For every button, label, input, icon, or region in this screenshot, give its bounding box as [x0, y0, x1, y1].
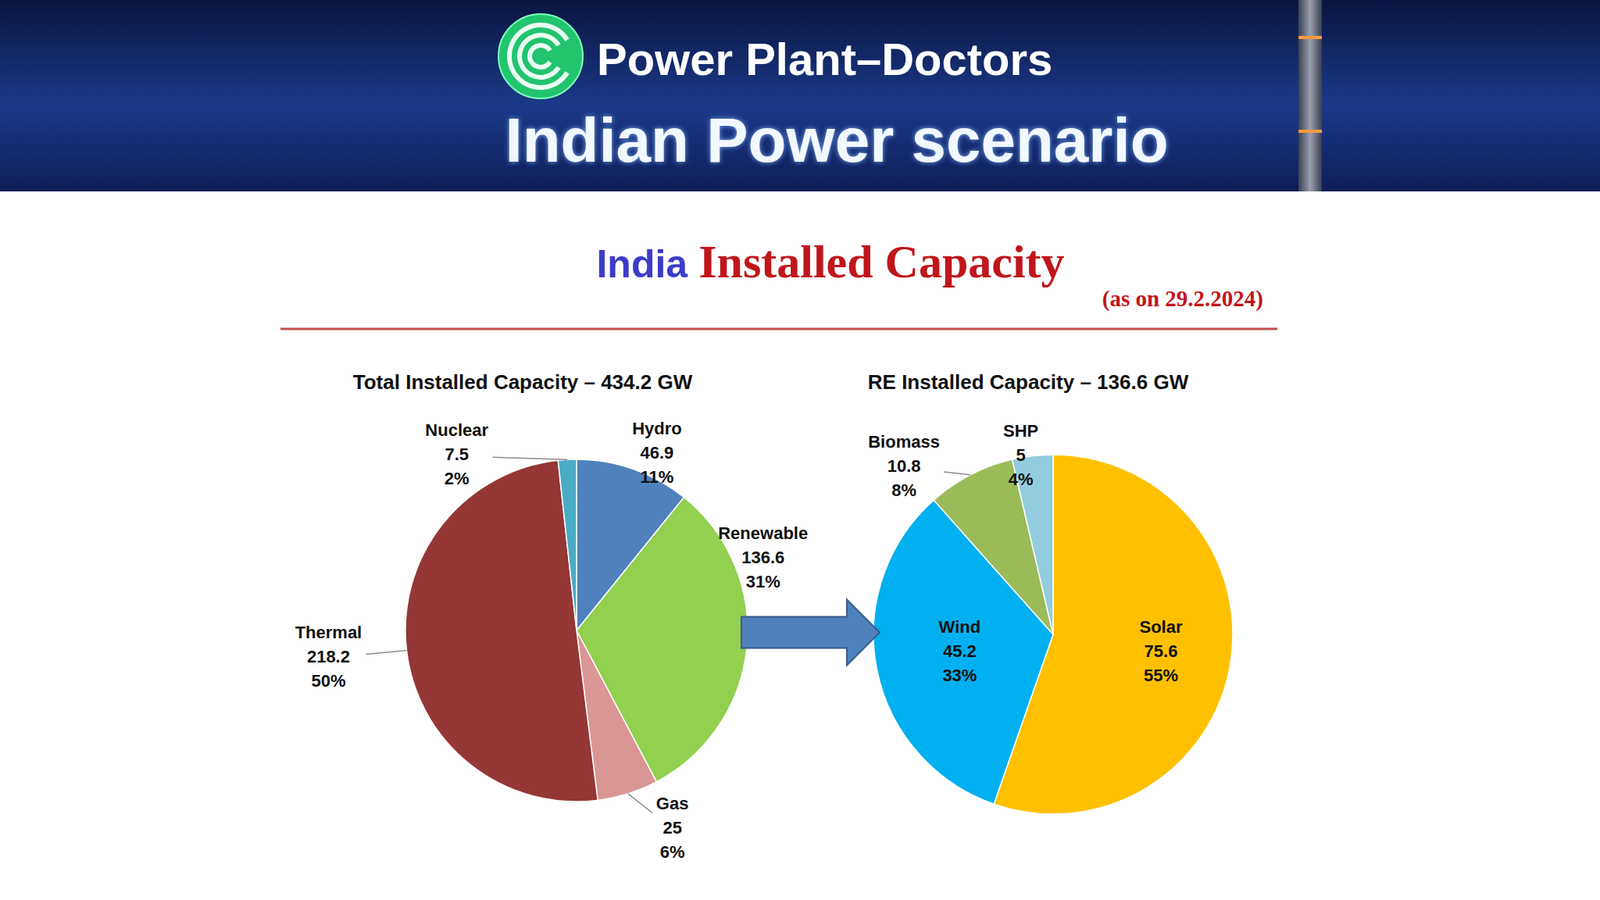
label-text: Gas 25 6%	[656, 793, 690, 862]
heading: IndiaInstalled Capacity	[596, 235, 1065, 288]
label-name: Thermal	[295, 622, 363, 643]
label-value: 46.9	[640, 442, 675, 463]
label-name: Solar	[1139, 617, 1183, 637]
page: Power Plant–Doctors Indian Power scenario…	[0, 0, 1600, 900]
label-value: 136.6	[741, 547, 785, 568]
leader-line	[943, 471, 971, 475]
label-text: Biomass 10.8 8%	[867, 432, 940, 500]
chimney-light	[1298, 129, 1322, 133]
leader-line	[365, 650, 407, 654]
label-percent: 4%	[1008, 469, 1034, 490]
slice-label: Hydro 46.9 11%	[632, 418, 683, 487]
logo-ring	[527, 42, 552, 70]
label-value: 10.8	[887, 456, 922, 476]
label-value: 75.6	[1144, 641, 1179, 661]
label-text: Hydro 46.9 11%	[632, 418, 683, 487]
slice-label: Solar 75.6 55%	[1139, 617, 1183, 686]
label-percent: 33%	[942, 665, 977, 686]
arrow	[741, 600, 880, 666]
label-text: Solar 75.6 55%	[1139, 617, 1183, 686]
pie-chart: Total Installed Capacity – 434.2 GW Hydro…	[295, 370, 809, 862]
label-percent: 2%	[444, 468, 470, 489]
slice-label: Nuclear 7.5 2%	[425, 420, 568, 489]
label-name: Nuclear	[425, 420, 489, 440]
brand: Power Plant–Doctors	[596, 33, 1053, 85]
label-percent: 8%	[891, 480, 917, 500]
label-text: SHP 5 4%	[1003, 421, 1039, 490]
slice-label: Thermal 218.2 50%	[295, 622, 408, 691]
label-percent: 31%	[746, 571, 781, 592]
slice	[557, 459, 577, 631]
slice-label: SHP 5 4%	[1003, 421, 1039, 490]
label-name: Hydro	[632, 418, 683, 439]
label-name: Biomass	[867, 432, 940, 452]
heading-title: Installed Capacity	[698, 235, 1065, 288]
slice-label: Wind 45.2 33%	[939, 617, 982, 686]
header-background	[0, 0, 1600, 192]
leader-line	[492, 457, 568, 460]
chart-title: Total Installed Capacity – 434.2 GW	[353, 370, 693, 394]
header: Power Plant–Doctors Indian Power scenario	[0, 0, 1600, 192]
label-name: Wind	[939, 617, 982, 637]
label-percent: 6%	[660, 842, 686, 862]
slices	[405, 459, 748, 802]
label-value: 5	[1015, 445, 1025, 465]
pie-chart: RE Installed Capacity – 136.6 GW Solar 75.…	[867, 370, 1233, 815]
label-text: Renewable 136.6 31%	[717, 523, 808, 592]
label-value: 7.5	[444, 444, 469, 465]
label-name: Gas	[656, 793, 690, 814]
heading-rule	[280, 328, 1278, 331]
label-name: SHP	[1003, 421, 1039, 441]
heading-country: India	[596, 242, 689, 286]
label-percent: 11%	[640, 467, 675, 487]
label-text: Nuclear 7.5 2%	[425, 420, 489, 489]
chart-title: RE Installed Capacity – 136.6 GW	[867, 370, 1190, 394]
slices	[873, 454, 1233, 815]
heading-date: (as on 29.2.2024)	[1102, 285, 1264, 312]
logo-ring	[517, 32, 561, 80]
slice-label: Biomass 10.8 8%	[867, 432, 971, 500]
chimney-light	[1298, 35, 1322, 40]
logo-circle	[498, 14, 583, 99]
label-value: 45.2	[942, 641, 977, 661]
logo	[498, 14, 583, 99]
label-percent: 55%	[1143, 665, 1179, 686]
slice-label: Renewable 136.6 31%	[717, 523, 808, 592]
label-percent: 50%	[310, 671, 346, 691]
chimney	[1298, 0, 1322, 192]
label-value: 218.2	[307, 646, 350, 667]
label-value: 25	[662, 817, 682, 838]
leader-line	[628, 793, 653, 814]
label-text: Wind 45.2 33%	[939, 617, 982, 686]
data-labels: Hydro 46.9 11% Renewable 136.6 31% Gas 25 6% Ther…	[295, 418, 809, 862]
label-text: Thermal 218.2 50%	[295, 622, 363, 691]
logo-ring	[507, 22, 570, 90]
data-labels: Solar 75.6 55% Wind 45.2 33% Biomass 10.8 8% SHP 5…	[867, 421, 1183, 686]
slice-label: Gas 25 6%	[628, 793, 690, 862]
label-name: Renewable	[717, 523, 808, 543]
page-title: Indian Power scenario	[504, 105, 1168, 175]
